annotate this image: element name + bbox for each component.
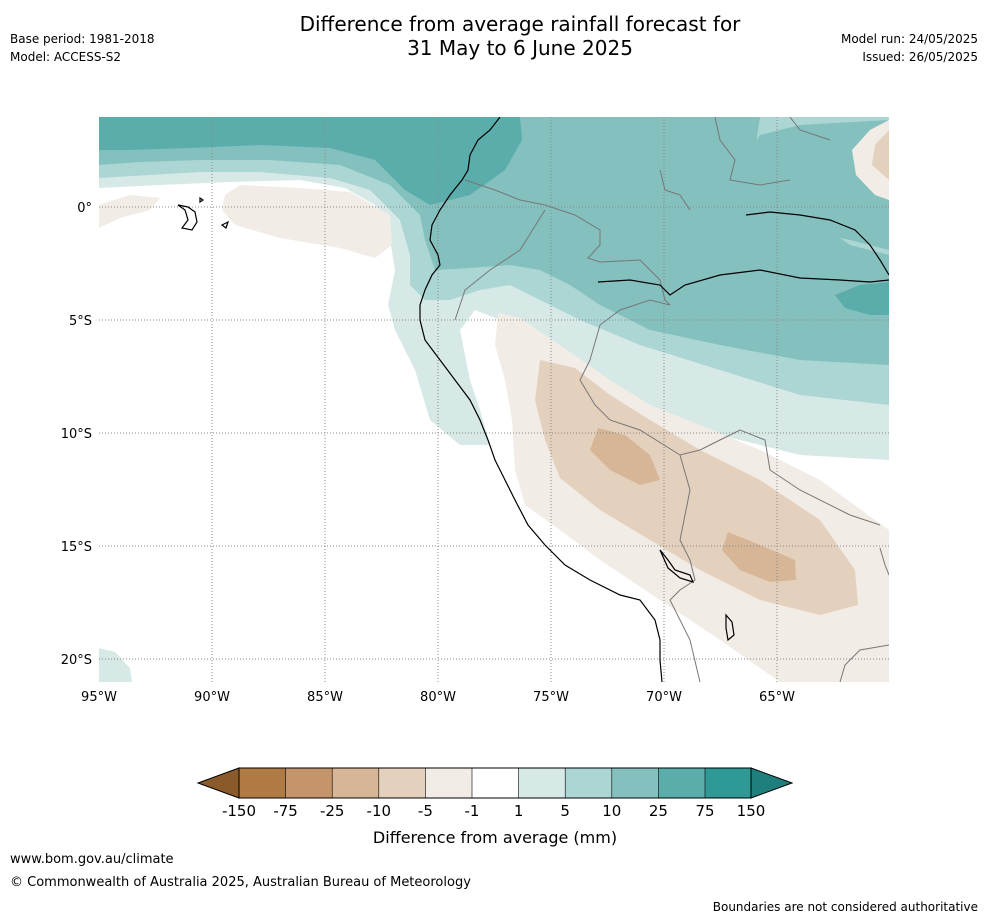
wet-band-25-75-north [99, 117, 522, 205]
lon-label: 65°W [759, 690, 795, 705]
issued-date: Issued: 26/05/2025 [862, 50, 978, 64]
coastline [177, 117, 889, 682]
wet-band-small-sw [99, 648, 132, 682]
lon-label: 85°W [307, 690, 343, 705]
map-title: Difference from average rainfall forecas… [0, 12, 988, 60]
map-canvas [99, 117, 889, 682]
lon-label: 75°W [533, 690, 569, 705]
lon-label: 90°W [194, 690, 230, 705]
wet-band-25-75-east [835, 282, 889, 315]
colorbar-tick: -5 [418, 802, 433, 820]
colorbar-tick: -1 [465, 802, 480, 820]
model-run: Model run: 24/05/2025 [840, 32, 978, 46]
title-line-1: Difference from average rainfall forecas… [299, 12, 741, 36]
title-line-2: 31 May to 6 June 2025 [407, 36, 633, 60]
colorbar-tick: -150 [222, 802, 256, 820]
colorbar-extend-high [750, 767, 794, 799]
colorbar-extend-low [196, 767, 240, 799]
lat-label: 20°S [61, 653, 92, 668]
dry-band-1-5-far-west [99, 195, 160, 228]
colorbar-segment [705, 768, 751, 798]
graticule [99, 117, 889, 682]
colorbar-tick: 5 [560, 802, 570, 820]
colorbar-tick: -75 [273, 802, 298, 820]
colorbar-tick: 10 [602, 802, 621, 820]
lon-label: 80°W [420, 690, 456, 705]
colorbar-label: Difference from average (mm) [373, 828, 617, 847]
lat-label: 0° [77, 201, 92, 216]
colorbar-segment [239, 768, 286, 798]
footer-url: www.bom.gov.au/climate [10, 852, 174, 867]
wet-band-10-25 [99, 117, 889, 365]
colorbar-tick: -25 [320, 802, 345, 820]
colorbar-segment [518, 768, 566, 798]
colorbar-segment [565, 768, 612, 798]
colorbar-segment [425, 768, 472, 798]
lon-label: 95°W [81, 690, 117, 705]
colorbar-tick: 25 [649, 802, 668, 820]
colorbar-segment [332, 768, 379, 798]
colorbar-tick: 150 [737, 802, 766, 820]
base-period: Base period: 1981-2018 [10, 32, 155, 46]
lat-label: 15°S [61, 540, 92, 555]
dry-band-5-10-ne [872, 130, 889, 180]
model-name: Model: ACCESS-S2 [10, 50, 122, 64]
dry-band-10-25-a [590, 428, 660, 485]
colorbar-tick: -10 [367, 802, 392, 820]
dry-band-10-25-b [722, 532, 796, 582]
lat-label: 5°S [69, 314, 92, 329]
dry-band-5-10 [535, 360, 858, 615]
colorbar-segment [472, 768, 519, 798]
colorbar-segment [658, 768, 705, 798]
lat-label: 10°S [61, 427, 92, 442]
country-borders [454, 117, 889, 682]
colorbar-segment [378, 768, 426, 798]
colorbar-tick: 1 [514, 802, 524, 820]
colorbar-segment [611, 768, 659, 798]
dry-band-1-5-west [222, 185, 392, 258]
colorbar: -150 -75 -25 -10 -5 -1 1 5 10 25 75 150 … [196, 767, 794, 847]
footer-copyright: © Commonwealth of Australia 2025, Austra… [10, 875, 471, 890]
footer-disclaimer: Boundaries are not considered authoritat… [712, 900, 978, 914]
lon-label: 70°W [646, 690, 682, 705]
colorbar-segment [285, 768, 333, 798]
colorbar-tick: 75 [695, 802, 714, 820]
